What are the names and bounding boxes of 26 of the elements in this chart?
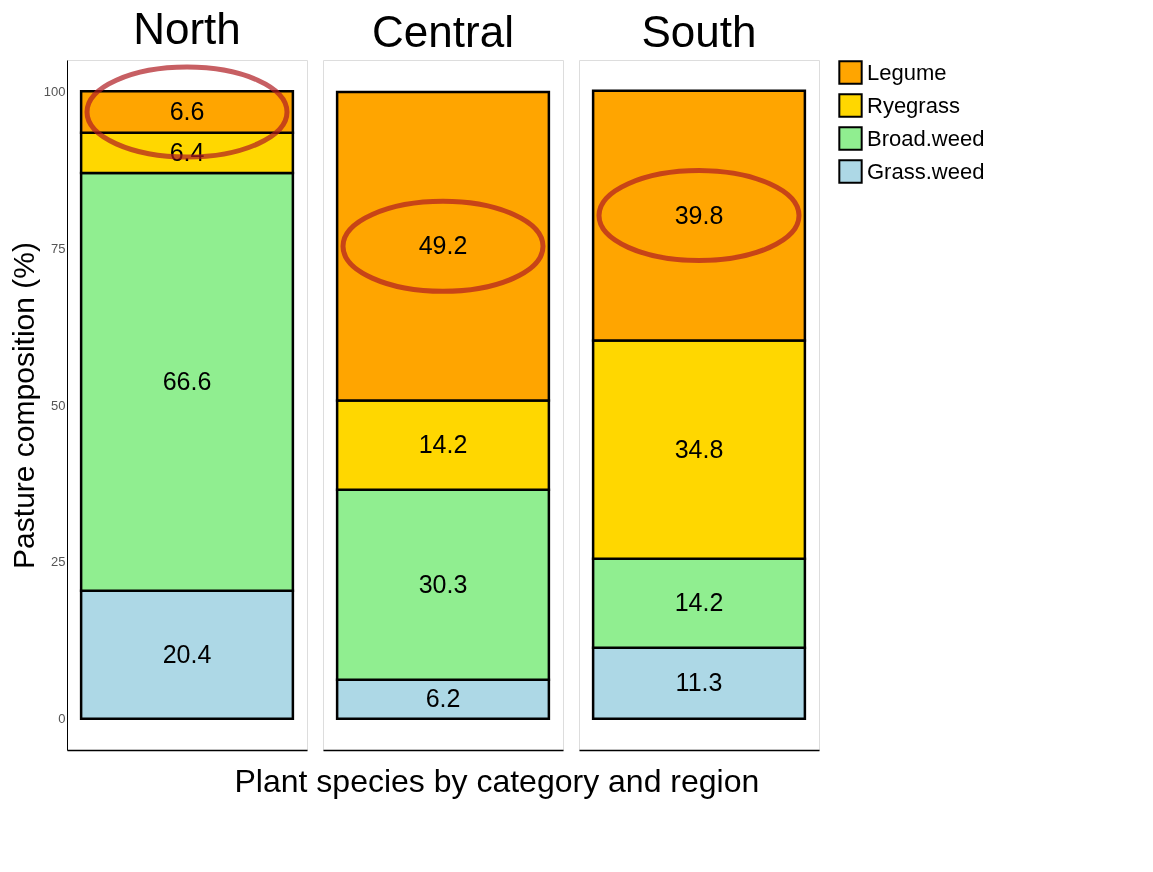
data-label: 6.6 [169, 97, 205, 126]
data-label: 11.3 [675, 668, 723, 697]
legend-label: Legume [867, 59, 947, 85]
data-label: 6.2 [425, 684, 461, 713]
data-label: 34.8 [674, 434, 724, 463]
data-label: 20.4 [162, 639, 212, 668]
y-tick-label: 0 [58, 711, 66, 727]
y-tick-label: 100 [43, 83, 66, 99]
data-label: 39.8 [674, 200, 724, 229]
legend-label: Ryegrass [867, 92, 960, 118]
y-tick-label: 25 [51, 554, 66, 570]
data-label: 49.2 [418, 231, 468, 260]
legend-label: Grass.weed [867, 158, 985, 184]
y-tick-label: 75 [51, 240, 66, 256]
x-tick-label: Central [372, 7, 514, 56]
data-label: 14.2 [674, 588, 724, 617]
data-label: 6.4 [169, 137, 205, 166]
legend-label: Broad.weed [867, 125, 985, 151]
x-tick-label: South [641, 7, 757, 56]
y-tick-label: 50 [51, 397, 66, 413]
data-label: 66.6 [162, 366, 212, 395]
data-label: 30.3 [418, 569, 468, 598]
x-tick-label: North [133, 4, 241, 54]
data-label: 14.2 [418, 430, 468, 459]
x-axis-title: Plant species by category and region [234, 762, 760, 799]
y-axis-title: Pasture composition (%) [6, 242, 40, 569]
